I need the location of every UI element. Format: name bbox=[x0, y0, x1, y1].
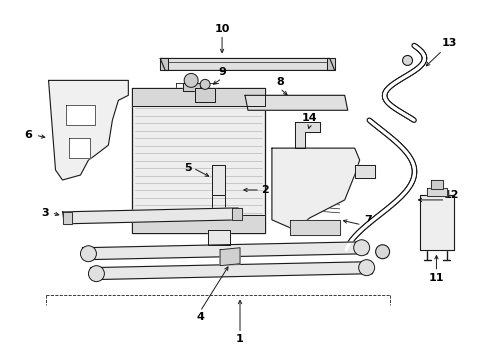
Text: 8: 8 bbox=[276, 77, 284, 87]
Polygon shape bbox=[69, 138, 91, 158]
Polygon shape bbox=[432, 180, 443, 189]
Polygon shape bbox=[49, 80, 128, 180]
Polygon shape bbox=[63, 212, 73, 224]
Polygon shape bbox=[132, 215, 265, 233]
Polygon shape bbox=[272, 148, 360, 230]
Circle shape bbox=[403, 55, 413, 66]
Polygon shape bbox=[212, 165, 225, 195]
Polygon shape bbox=[208, 230, 230, 245]
Polygon shape bbox=[290, 220, 340, 235]
Text: 5: 5 bbox=[184, 163, 192, 173]
Polygon shape bbox=[245, 95, 348, 110]
Text: 14: 14 bbox=[302, 113, 318, 123]
Text: 7: 7 bbox=[364, 215, 371, 225]
Text: 1: 1 bbox=[236, 334, 244, 345]
Text: 3: 3 bbox=[42, 208, 49, 218]
Circle shape bbox=[200, 80, 210, 89]
Text: 6: 6 bbox=[24, 130, 32, 140]
Polygon shape bbox=[327, 58, 335, 71]
Circle shape bbox=[359, 260, 375, 276]
Polygon shape bbox=[419, 195, 454, 250]
Text: 13: 13 bbox=[441, 37, 457, 48]
Polygon shape bbox=[66, 105, 96, 125]
Circle shape bbox=[80, 246, 97, 262]
Polygon shape bbox=[63, 208, 240, 224]
Polygon shape bbox=[160, 58, 335, 71]
Text: 12: 12 bbox=[443, 190, 459, 200]
Circle shape bbox=[376, 245, 390, 259]
Polygon shape bbox=[295, 122, 320, 148]
Polygon shape bbox=[91, 262, 372, 280]
Circle shape bbox=[89, 266, 104, 282]
Text: 10: 10 bbox=[215, 24, 230, 33]
Polygon shape bbox=[132, 88, 265, 106]
Polygon shape bbox=[355, 165, 375, 178]
Polygon shape bbox=[82, 242, 368, 260]
Polygon shape bbox=[132, 88, 265, 233]
Text: 9: 9 bbox=[218, 67, 226, 77]
Polygon shape bbox=[427, 188, 447, 196]
Polygon shape bbox=[232, 208, 242, 220]
Text: 11: 11 bbox=[429, 273, 444, 283]
Polygon shape bbox=[160, 58, 168, 71]
Polygon shape bbox=[183, 84, 200, 91]
Circle shape bbox=[184, 73, 198, 87]
Polygon shape bbox=[195, 88, 215, 102]
Text: 2: 2 bbox=[261, 185, 269, 195]
Text: 4: 4 bbox=[196, 312, 204, 323]
Circle shape bbox=[354, 240, 369, 256]
Polygon shape bbox=[220, 248, 240, 266]
